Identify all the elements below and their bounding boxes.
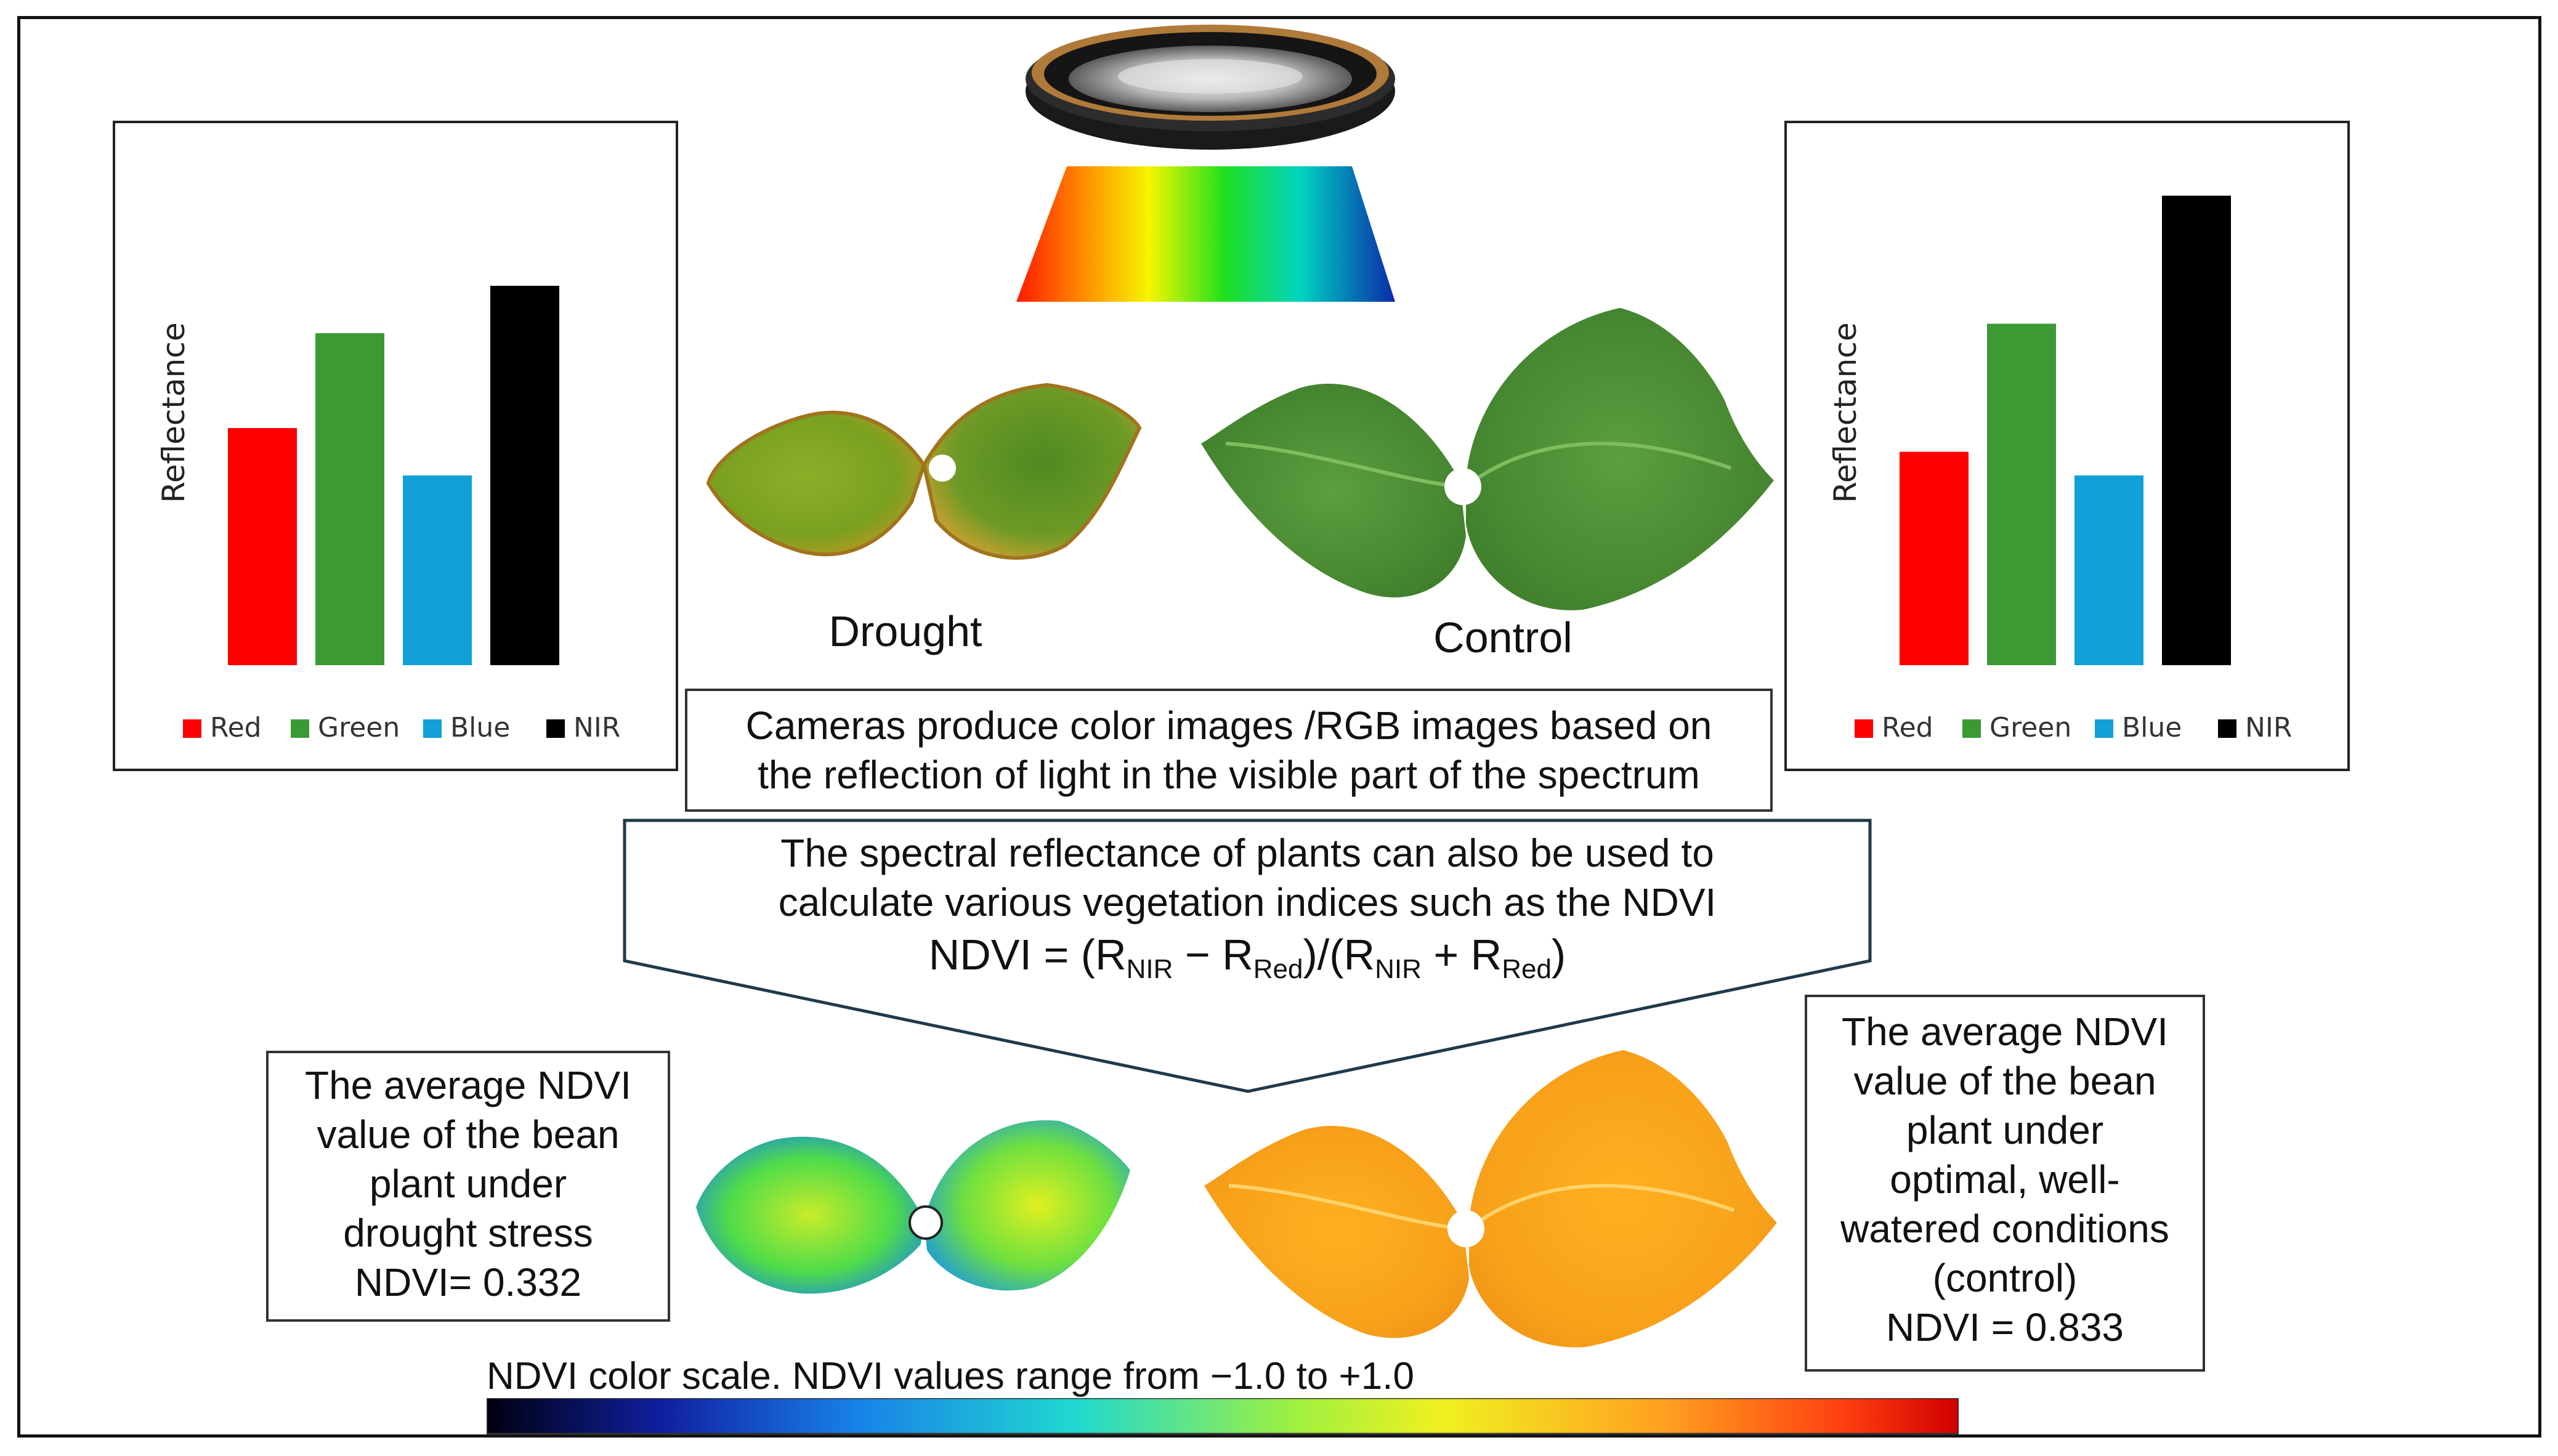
left-chart-legend-label-green: Green	[318, 712, 400, 743]
ndvi-formula: NDVI = (RNIR − RRed)/(RNIR + RRed)	[928, 931, 1566, 984]
right-chart-legend-label-nir: NIR	[2245, 712, 2292, 743]
right-chart-bar-green	[1987, 323, 2056, 665]
drought-ndvi-leaf-image	[696, 1120, 1130, 1294]
drought-label: Drought	[828, 607, 982, 655]
drought-ndvi-text: The average NDVI value of the bean plant…	[304, 1063, 632, 1304]
left-chart-legend-swatch-blue	[423, 719, 442, 738]
camera-description-line2: the reflection of light in the visible p…	[758, 753, 1700, 797]
control-leaf-image	[1201, 308, 1774, 610]
control-label: Control	[1433, 613, 1572, 661]
left-chart-legend-swatch-nir	[546, 719, 565, 738]
right-chart-bar-nir	[2162, 195, 2231, 665]
right-chart-legend-label-blue: Blue	[2122, 712, 2182, 743]
right-chart-legend-swatch-nir	[2218, 719, 2236, 738]
left-chart-ylabel: Reflectance	[156, 322, 192, 503]
ndvi-scale-caption: NDVI color scale. NDVI values range from…	[487, 1355, 1414, 1397]
right-reflectance-chart: Reflectance Red Green Blue NIR	[1784, 121, 2350, 771]
left-chart-legend-label-blue: Blue	[450, 712, 510, 743]
left-chart-bar-nir	[490, 286, 559, 665]
figure-border	[17, 16, 2541, 1438]
ndvi-description-line2: calculate various vegetation indices suc…	[778, 880, 1717, 924]
ndvi-color-scale-bar	[487, 1398, 1959, 1435]
left-chart-legend-swatch-green	[291, 719, 309, 738]
left-reflectance-chart: Reflectance Red Green Blue NIR	[113, 121, 678, 771]
left-chart-legend-label-nir: NIR	[573, 712, 620, 743]
camera-description-box: Cameras produce color images /RGB images…	[685, 689, 1773, 812]
right-chart-legend-swatch-blue	[2095, 719, 2113, 738]
left-chart-legend-label-red: Red	[210, 712, 262, 743]
left-chart-bar-green	[315, 333, 384, 665]
control-ndvi-text: The average NDVI value of the bean plant…	[1840, 1009, 2169, 1349]
ndvi-callout-shape	[623, 819, 1872, 1093]
drought-leaf-image	[706, 382, 1142, 560]
left-chart-legend-swatch-red	[183, 719, 201, 738]
right-chart-legend-label-green: Green	[1989, 712, 2071, 743]
right-chart-bar-blue	[2074, 475, 2143, 665]
control-ndvi-leaf-image	[1204, 1050, 1777, 1348]
control-ndvi-box: The average NDVI value of the bean plant…	[1805, 995, 2205, 1372]
left-chart-bar-red	[228, 428, 297, 665]
right-chart-legend-swatch-green	[1962, 719, 1981, 738]
camera-lens-icon	[1016, 25, 1395, 302]
drought-ndvi-box: The average NDVI value of the bean plant…	[266, 1051, 670, 1322]
ndvi-description-line1: The spectral reflectance of plants can a…	[780, 831, 1714, 875]
left-chart-bar-blue	[403, 475, 472, 665]
right-chart-legend-swatch-red	[1855, 719, 1873, 738]
camera-description-line1: Cameras produce color images /RGB images…	[745, 703, 1712, 748]
right-chart-ylabel: Reflectance	[1827, 322, 1863, 503]
right-chart-legend-label-red: Red	[1882, 712, 1933, 743]
right-chart-bar-red	[1900, 451, 1969, 665]
